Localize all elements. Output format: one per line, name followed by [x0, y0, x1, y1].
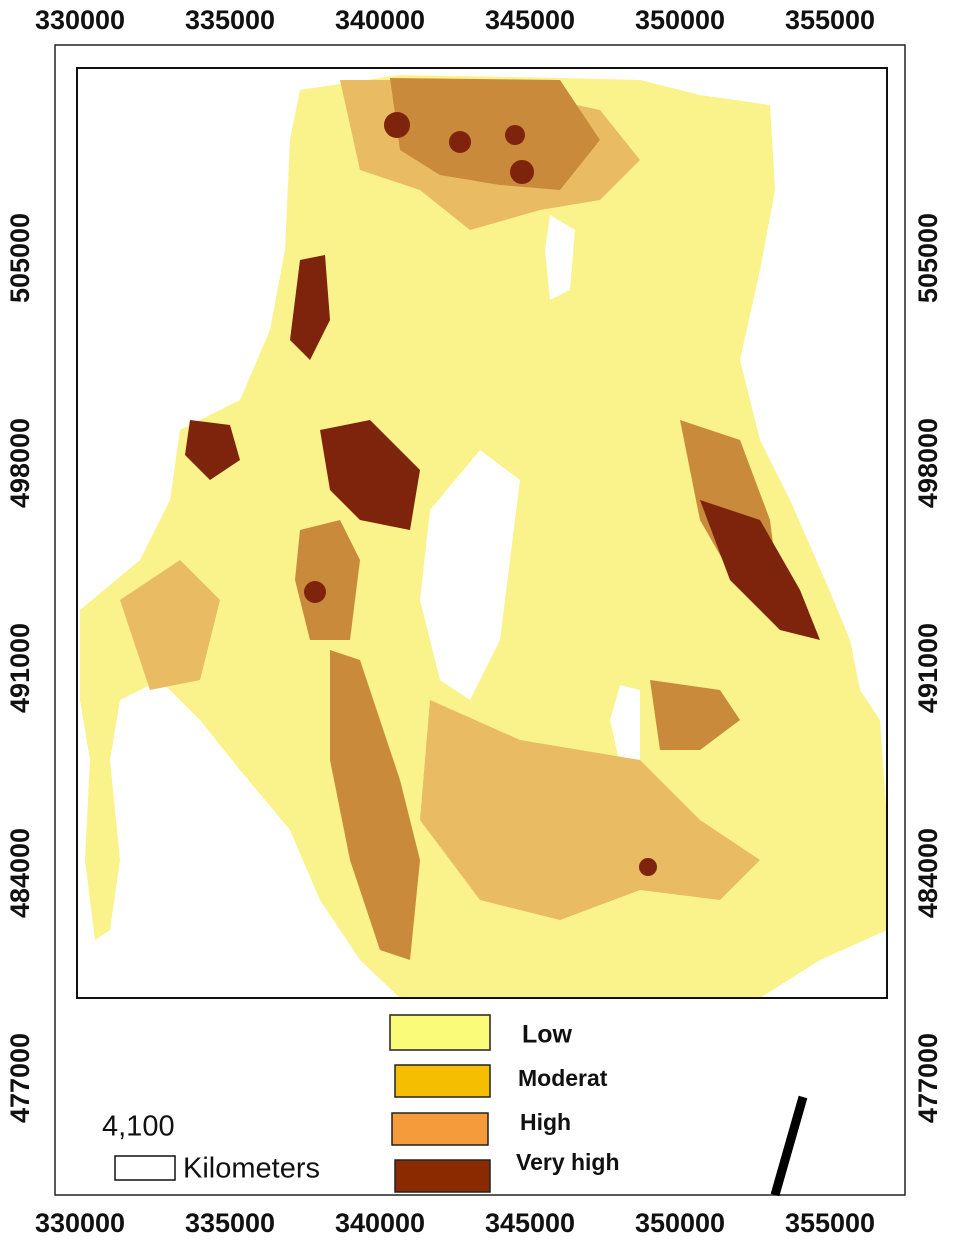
map-area	[80, 75, 887, 998]
y-tick-label: 505000	[5, 213, 35, 303]
ticks: 330000 330000 335000 335000 340000 340000 3450…	[5, 5, 943, 1238]
scale-bar	[114, 1155, 176, 1181]
x-tick-label: 355000	[785, 1208, 875, 1238]
legend-swatch	[389, 1014, 491, 1051]
legend-label: High	[520, 1109, 571, 1135]
scale-value: 4,100	[102, 1111, 175, 1143]
x-tick-label: 355000	[785, 5, 875, 35]
zone-very-high	[449, 131, 471, 153]
north-arrow	[770, 1095, 808, 1197]
legend-swatch	[394, 1159, 491, 1193]
outer-frame	[54, 44, 906, 1196]
x-tick-label: 335000	[185, 5, 275, 35]
zone-very-high	[290, 255, 330, 360]
legend-swatch	[391, 1112, 489, 1146]
zone-moderate	[120, 560, 220, 690]
x-tick-label: 330000	[35, 1208, 125, 1238]
zone-very-high	[185, 420, 240, 480]
map-frame	[76, 67, 888, 999]
zone-very-high	[510, 160, 534, 184]
x-tick-label: 350000	[635, 5, 725, 35]
y-tick-label: 505000	[913, 213, 943, 303]
zone-very-high	[639, 858, 657, 876]
y-tick-label: 477000	[913, 1033, 943, 1123]
zone-nodata	[610, 685, 640, 765]
zone-very-high	[320, 420, 420, 530]
scale-unit: Kilometers	[183, 1153, 320, 1185]
legend-label: Very high	[516, 1149, 620, 1175]
y-tick-label: 484000	[5, 828, 35, 918]
y-tick-label: 491000	[5, 623, 35, 713]
y-tick-label: 484000	[913, 828, 943, 918]
x-tick-label: 345000	[485, 5, 575, 35]
y-tick-label: 477000	[5, 1033, 35, 1123]
x-tick-label: 340000	[335, 5, 425, 35]
zone-high	[390, 78, 600, 190]
zone-moderate	[420, 700, 760, 920]
zone-high	[330, 650, 420, 960]
x-tick-label: 330000	[35, 5, 125, 35]
legend-label: Moderat	[518, 1065, 608, 1091]
y-tick-label: 498000	[913, 418, 943, 508]
legend-swatch	[394, 1064, 491, 1098]
x-tick-label: 340000	[335, 1208, 425, 1238]
y-tick-label: 498000	[5, 418, 35, 508]
legend-label: Low	[522, 1021, 573, 1049]
zone-very-high	[505, 125, 525, 145]
zone-high	[295, 520, 360, 640]
zone-nodata	[545, 215, 575, 300]
x-tick-label: 345000	[485, 1208, 575, 1238]
zone-very-high	[304, 581, 326, 603]
y-tick-label: 491000	[913, 623, 943, 713]
zone-nodata	[420, 450, 520, 700]
zone-very-high	[700, 500, 820, 640]
x-tick-label: 335000	[185, 1208, 275, 1238]
zone-high	[650, 680, 740, 750]
x-tick-label: 350000	[635, 1208, 725, 1238]
zone-very-high	[384, 112, 410, 138]
